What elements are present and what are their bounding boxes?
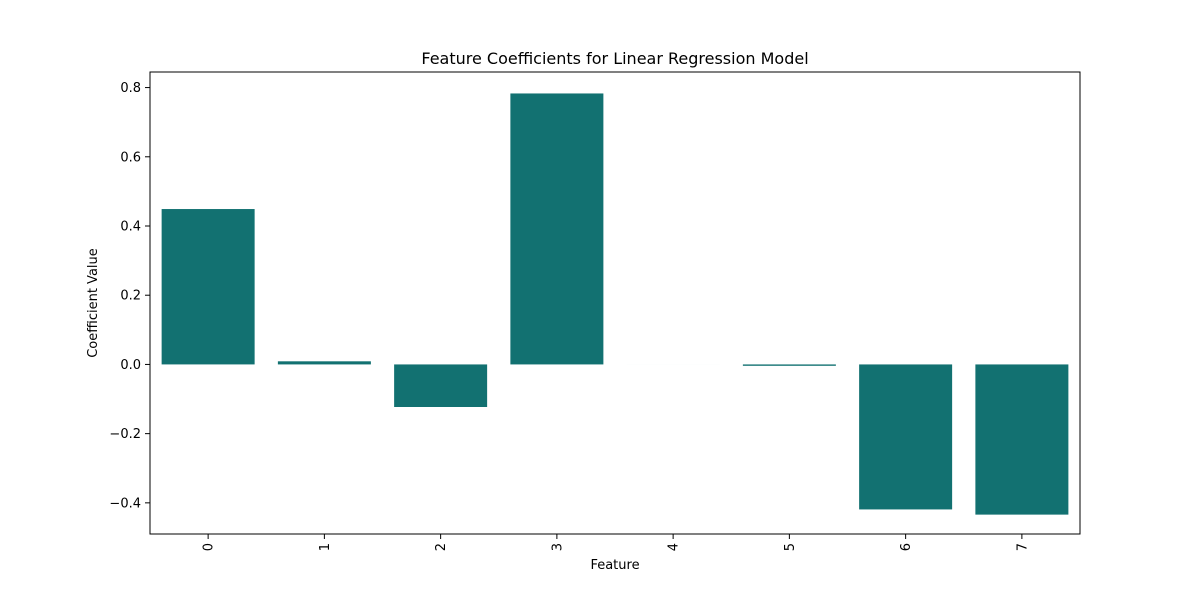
bar-feature-7 bbox=[975, 364, 1069, 515]
y-tick-label: 0.8 bbox=[120, 81, 141, 96]
chart-title: Feature Coefficients for Linear Regressi… bbox=[421, 49, 808, 68]
x-tick-label: 7 bbox=[1015, 543, 1030, 551]
x-tick-label: 3 bbox=[550, 543, 565, 551]
bar-feature-5 bbox=[742, 364, 836, 366]
bar-feature-6 bbox=[859, 364, 953, 510]
x-tick-label: 0 bbox=[202, 543, 217, 551]
y-axis-label: Coefficient Value bbox=[86, 248, 101, 358]
y-tick-label: 0.0 bbox=[120, 358, 141, 373]
y-tick-label: 0.4 bbox=[120, 220, 141, 235]
bar-feature-1 bbox=[277, 361, 371, 365]
bars-group bbox=[161, 93, 1069, 515]
y-tick-label: −0.2 bbox=[109, 427, 141, 442]
y-tick-label: 0.2 bbox=[120, 289, 141, 304]
x-axis-ticks: 0 1 2 3 4 5 6 7 bbox=[202, 534, 1030, 551]
x-axis-label: Feature bbox=[590, 558, 639, 573]
x-tick-label: 5 bbox=[783, 543, 798, 551]
bar-feature-0 bbox=[161, 209, 255, 365]
x-tick-label: 1 bbox=[318, 543, 333, 551]
bar-feature-3 bbox=[510, 93, 604, 365]
y-tick-label: 0.6 bbox=[120, 150, 141, 165]
y-axis-ticks: −0.4 −0.2 0.0 0.2 0.4 0.6 0.8 bbox=[109, 81, 150, 511]
x-tick-label: 6 bbox=[899, 543, 914, 551]
bar-feature-2 bbox=[394, 364, 488, 407]
y-tick-label: −0.4 bbox=[109, 496, 141, 511]
x-tick-label: 4 bbox=[667, 543, 682, 551]
plot-frame bbox=[149, 71, 1081, 535]
x-tick-label: 2 bbox=[434, 543, 449, 551]
